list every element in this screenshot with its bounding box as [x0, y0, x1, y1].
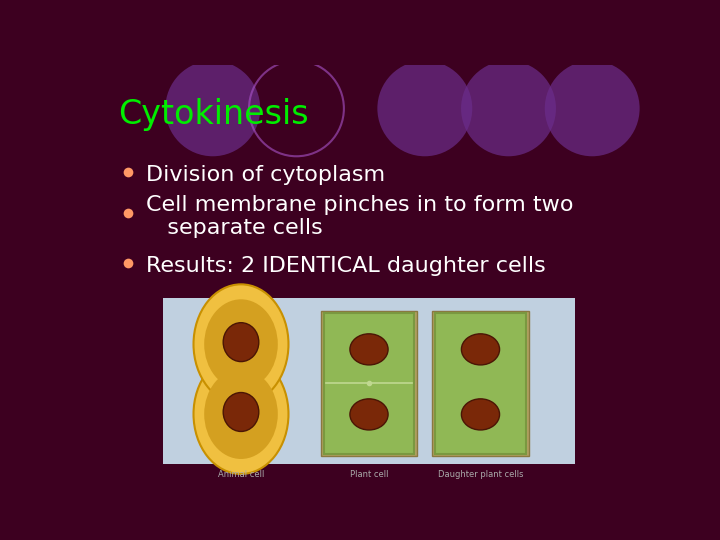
Text: Results: 2 IDENTICAL daughter cells: Results: 2 IDENTICAL daughter cells [145, 256, 546, 276]
Text: Animal cell: Animal cell [218, 470, 264, 479]
Text: Division of cytoplasm: Division of cytoplasm [145, 165, 385, 185]
Ellipse shape [166, 60, 260, 156]
Text: Cytokinesis: Cytokinesis [118, 98, 309, 131]
Ellipse shape [350, 334, 388, 365]
Bar [323, 313, 415, 454]
Ellipse shape [462, 399, 500, 430]
Ellipse shape [461, 60, 556, 156]
Text: Daughter plant cells: Daughter plant cells [438, 470, 523, 479]
Text: Cell membrane pinches in to form two
   separate cells: Cell membrane pinches in to form two sep… [145, 195, 573, 238]
Ellipse shape [194, 354, 289, 474]
Ellipse shape [223, 323, 258, 362]
Ellipse shape [223, 393, 258, 431]
Ellipse shape [350, 399, 388, 430]
Bar [435, 313, 526, 454]
Bar [163, 298, 575, 464]
Ellipse shape [194, 285, 289, 404]
Bar [432, 310, 528, 456]
Ellipse shape [462, 334, 500, 365]
Ellipse shape [204, 299, 278, 389]
Ellipse shape [204, 369, 278, 459]
Text: Plant cell: Plant cell [350, 470, 388, 479]
Ellipse shape [377, 60, 472, 156]
Bar [321, 310, 417, 456]
Ellipse shape [545, 60, 639, 156]
